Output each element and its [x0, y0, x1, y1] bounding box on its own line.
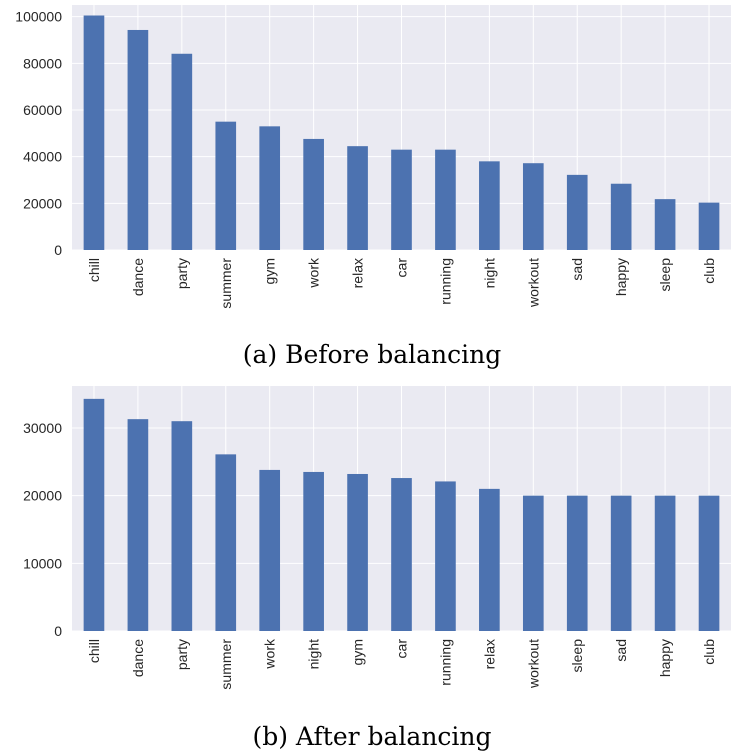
bar-club: [698, 495, 720, 631]
x-tick-label: work: [306, 257, 322, 289]
x-tick-label: workout: [525, 258, 541, 308]
x-tick-label: party: [174, 639, 190, 670]
x-tick-label: running: [437, 639, 453, 686]
caption-after-balancing: (b) After balancing: [252, 722, 491, 751]
bar-happy: [654, 495, 676, 631]
x-tick-label: club: [701, 258, 717, 284]
y-tick-label: 40000: [23, 149, 62, 165]
x-tick-label: sleep: [657, 258, 673, 292]
bar-car: [391, 149, 412, 250]
bar-workout: [522, 163, 544, 250]
x-tick-label: dance: [130, 639, 146, 677]
chart-before-balancing: 0 20000 40000 60000 80000 100000 chill dance par…: [15, 5, 731, 309]
bar-party: [171, 53, 193, 251]
bar-gym: [347, 473, 368, 631]
x-tick-label: sleep: [569, 639, 585, 673]
chart-after-balancing: 0 10000 20000 30000 chill dance party summer wor…: [23, 386, 731, 690]
bar-running: [435, 149, 456, 250]
y-tick-label: 80000: [23, 55, 62, 71]
bar-summer: [215, 121, 237, 251]
bar-chill: [83, 398, 105, 631]
y-tick-label: 0: [54, 623, 62, 639]
x-tick-label: summer: [218, 258, 234, 309]
y-tick-label: 100000: [15, 9, 62, 25]
y-tick-label: 60000: [23, 102, 62, 118]
bar-relax: [347, 146, 368, 250]
x-tick-label: night: [481, 258, 497, 288]
x-tick-label: dance: [130, 258, 146, 296]
bar-night: [479, 161, 500, 250]
bar-sad: [610, 495, 632, 631]
y-tick-label: 20000: [23, 488, 62, 504]
x-tick-label: chill: [86, 639, 102, 663]
bar-relax: [479, 488, 500, 631]
x-tick-label: sad: [613, 639, 629, 662]
x-tick-label: work: [262, 638, 278, 670]
bar-dance: [127, 29, 149, 250]
x-tick-label: club: [701, 639, 717, 665]
bar-gym: [259, 126, 281, 250]
x-tick-label: sad: [569, 258, 585, 281]
bar-night: [303, 471, 324, 631]
bar-running: [435, 481, 456, 631]
x-tick-label: happy: [613, 258, 629, 296]
x-tick-label: happy: [657, 639, 673, 677]
bar-dance: [127, 419, 149, 631]
y-tick-label: 10000: [23, 555, 62, 571]
bar-happy: [610, 183, 632, 250]
bar-club: [698, 202, 720, 250]
bar-party: [171, 421, 193, 631]
x-tick-label: night: [306, 639, 322, 669]
x-tick-label: car: [394, 258, 410, 278]
x-tick-label: running: [437, 258, 453, 305]
bar-workout: [522, 495, 544, 631]
bar-sleep: [566, 495, 588, 631]
bar-work: [259, 469, 281, 631]
x-tick-label: car: [394, 639, 410, 659]
x-tick-label: workout: [525, 639, 541, 689]
x-tick-label: relax: [481, 639, 497, 669]
x-tick-label: party: [174, 258, 190, 289]
x-tick-label: relax: [350, 258, 366, 288]
caption-before-balancing: (a) Before balancing: [243, 340, 502, 369]
bar-work: [303, 138, 324, 250]
y-tick-label: 20000: [23, 195, 62, 211]
x-tick-label: summer: [218, 639, 234, 690]
bar-summer: [215, 454, 237, 631]
x-tick-label: gym: [350, 639, 366, 665]
bar-sleep: [654, 199, 676, 250]
bar-chill: [83, 15, 105, 250]
x-tick-label: gym: [262, 258, 278, 284]
bar-sad: [566, 174, 588, 250]
bar-car: [391, 478, 412, 631]
x-tick-label: chill: [86, 258, 102, 282]
y-tick-label: 30000: [23, 420, 62, 436]
y-tick-label: 0: [54, 242, 62, 258]
